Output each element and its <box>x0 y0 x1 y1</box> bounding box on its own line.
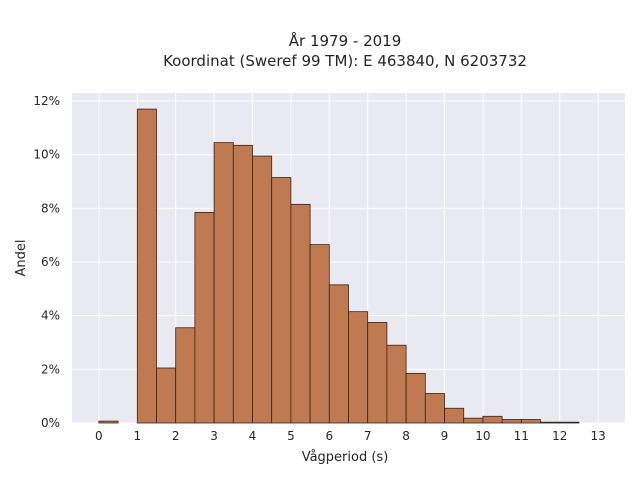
histogram-bar <box>367 321 388 424</box>
histogram-bar <box>405 372 426 424</box>
histogram-bar <box>156 367 177 424</box>
x-tick-label: 13 <box>590 429 605 443</box>
histogram-bar <box>444 407 465 424</box>
x-tick-label: 3 <box>210 429 218 443</box>
y-tick-label: 0% <box>41 416 60 430</box>
x-tick-label: 7 <box>364 429 372 443</box>
ticks: 0%2%4%6%8%10%12%0 1 2 3 4 5 6 7 8 9 10 11 12 13 <box>33 94 605 443</box>
x-tick-label: 6 <box>325 429 333 443</box>
histogram-bar <box>463 417 484 424</box>
histogram-bar <box>386 344 407 424</box>
bars <box>98 108 580 424</box>
x-axis-label: Vågperiod (s) <box>302 450 389 465</box>
x-tick-label: 4 <box>249 429 257 443</box>
histogram-bar <box>482 415 503 424</box>
histogram-bar <box>271 177 292 424</box>
x-tick-label: 10 <box>475 429 490 443</box>
histogram-bar <box>290 203 311 424</box>
histogram-bar <box>98 420 119 424</box>
histogram-bar <box>194 211 215 424</box>
chart-title-line1: År 1979 - 2019 <box>289 31 402 50</box>
y-tick-label: 6% <box>41 255 60 269</box>
histogram-bar <box>213 142 234 424</box>
y-axis-label: Andel <box>14 240 29 277</box>
histogram-bar <box>501 419 522 424</box>
chart-title-line2: Koordinat (Sweref 99 TM): E 463840, N 62… <box>163 52 527 70</box>
histogram-bar <box>424 393 445 424</box>
histogram-bar <box>252 155 273 424</box>
x-tick-label: 12 <box>552 429 567 443</box>
y-tick-label: 2% <box>41 362 60 376</box>
y-tick-label: 10% <box>33 148 60 162</box>
x-tick-label: 0 <box>95 429 103 443</box>
x-tick-label: 1 <box>133 429 141 443</box>
x-tick-label: 2 <box>172 429 180 443</box>
histogram-bar <box>328 284 349 424</box>
y-tick-label: 4% <box>41 309 60 323</box>
histogram-bar <box>348 311 369 424</box>
x-tick-label: 9 <box>441 429 449 443</box>
histogram-bar <box>520 419 541 424</box>
x-tick-label: 5 <box>287 429 295 443</box>
histogram-bar <box>540 421 561 424</box>
histogram-bar <box>175 327 196 424</box>
y-tick-label: 8% <box>41 201 60 215</box>
x-tick-label: 8 <box>402 429 410 443</box>
y-tick-label: 12% <box>33 94 60 108</box>
histogram-bar <box>232 144 253 424</box>
histogram-bar <box>559 421 580 424</box>
x-tick-label: 11 <box>514 429 529 443</box>
histogram-bar <box>309 244 330 424</box>
histogram-bar <box>136 108 157 424</box>
